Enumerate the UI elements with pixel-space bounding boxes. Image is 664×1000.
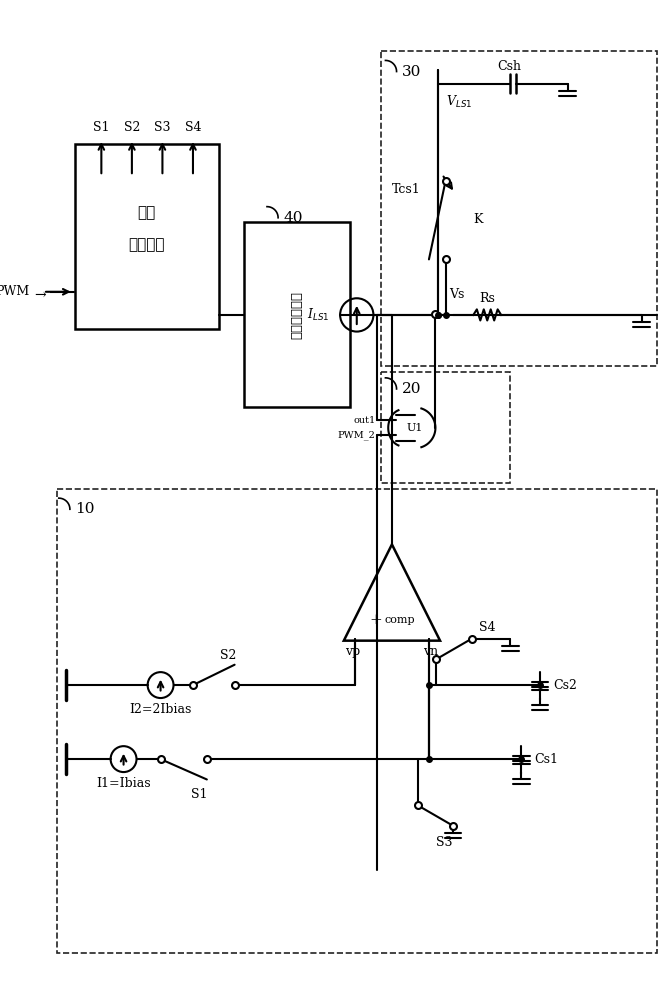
Text: 电流检测电路: 电流检测电路	[290, 291, 303, 339]
Text: I1=Ibias: I1=Ibias	[96, 777, 151, 790]
Bar	[76, 144, 219, 329]
Text: comp: comp	[384, 615, 414, 625]
Text: K: K	[473, 213, 483, 226]
Text: Vs: Vs	[450, 288, 465, 301]
Text: S2: S2	[220, 649, 236, 662]
Text: V$_{LS1}$: V$_{LS1}$	[446, 94, 472, 110]
Text: S3: S3	[436, 836, 452, 849]
Bar	[57, 489, 657, 953]
Text: 20: 20	[402, 382, 422, 396]
Text: vn: vn	[423, 645, 438, 658]
Text: S1: S1	[191, 788, 208, 801]
Text: Cs1: Cs1	[535, 753, 558, 766]
Text: PWM_2: PWM_2	[337, 430, 375, 440]
Text: S2: S2	[124, 121, 140, 134]
Text: 控制电路: 控制电路	[128, 239, 165, 253]
Text: vp: vp	[345, 645, 361, 658]
Text: +: +	[369, 613, 382, 627]
Text: Csh: Csh	[497, 60, 521, 73]
Text: S4: S4	[479, 621, 495, 634]
Text: I$_{LS1}$: I$_{LS1}$	[307, 307, 329, 323]
Text: out1: out1	[353, 416, 375, 425]
Text: U1: U1	[407, 423, 423, 433]
Bar	[244, 222, 351, 407]
Text: I2=2Ibias: I2=2Ibias	[129, 703, 192, 716]
Text: PWM: PWM	[0, 285, 29, 298]
Text: Tcs1: Tcs1	[392, 183, 421, 196]
Text: S4: S4	[185, 121, 201, 134]
Bar	[381, 51, 657, 366]
Text: 逻辑: 逻辑	[137, 206, 156, 220]
Bar	[381, 372, 511, 483]
Text: Cs2: Cs2	[553, 679, 577, 692]
Text: S3: S3	[154, 121, 171, 134]
Text: 10: 10	[76, 502, 95, 516]
Text: →: →	[35, 288, 46, 302]
Text: 30: 30	[402, 65, 422, 79]
Text: 40: 40	[284, 211, 303, 225]
Text: S1: S1	[93, 121, 110, 134]
Text: Rs: Rs	[479, 292, 495, 305]
